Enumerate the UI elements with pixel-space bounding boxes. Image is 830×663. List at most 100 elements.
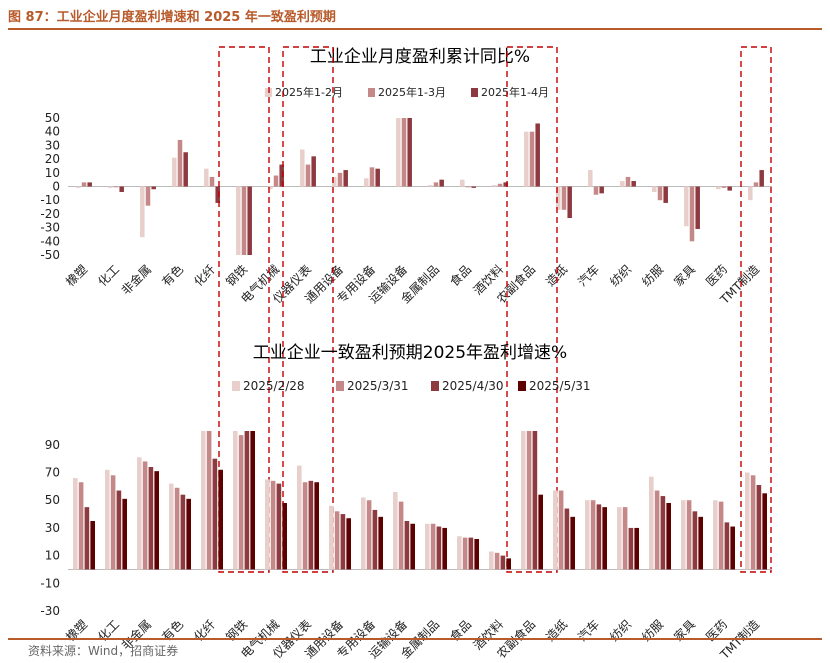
x-tick-label: 医药 bbox=[703, 262, 730, 289]
bar bbox=[340, 514, 346, 570]
bar bbox=[282, 503, 287, 570]
bar bbox=[311, 156, 316, 187]
bar bbox=[396, 118, 401, 187]
bar bbox=[436, 526, 442, 570]
bar bbox=[465, 186, 471, 188]
bar bbox=[410, 523, 415, 570]
bar bbox=[428, 185, 433, 187]
y-tick-label: -50 bbox=[40, 248, 60, 262]
bar bbox=[585, 500, 590, 570]
bar bbox=[276, 483, 282, 570]
y-tick-label: -30 bbox=[40, 221, 60, 235]
legend-swatch bbox=[518, 381, 526, 391]
bar bbox=[270, 480, 276, 570]
bar bbox=[369, 167, 375, 187]
highlight-box bbox=[506, 46, 558, 573]
bar bbox=[372, 509, 378, 570]
bar bbox=[337, 172, 343, 187]
y-tick-label: -20 bbox=[40, 207, 60, 221]
bar bbox=[625, 176, 631, 187]
bar bbox=[425, 523, 430, 570]
bar bbox=[561, 186, 567, 210]
bar bbox=[468, 537, 474, 570]
bar bbox=[494, 552, 500, 570]
bar bbox=[497, 183, 503, 187]
y-tick-label: 50 bbox=[45, 493, 60, 507]
bar bbox=[689, 186, 695, 242]
legend-label: 2025年1-4月 bbox=[481, 85, 549, 99]
bar bbox=[631, 181, 636, 187]
bar bbox=[718, 501, 724, 570]
bar bbox=[346, 518, 351, 570]
bar bbox=[532, 431, 538, 570]
figure-title: 图 87：工业企业月度盈利增速和 2025 年一致盈利预期 bbox=[8, 10, 336, 25]
x-tick-label: 橡塑 bbox=[63, 262, 91, 290]
x-tick-label: 医药 bbox=[703, 617, 730, 644]
legend-swatch bbox=[431, 381, 439, 391]
bar bbox=[617, 507, 622, 570]
bar bbox=[433, 182, 439, 187]
x-tick-label: 钢铁 bbox=[223, 262, 250, 289]
bar bbox=[721, 186, 727, 188]
y-tick-label: -30 bbox=[40, 604, 60, 618]
bar bbox=[401, 118, 407, 187]
bar bbox=[343, 170, 348, 187]
bar bbox=[634, 527, 639, 570]
legend-label: 2025年1-3月 bbox=[378, 85, 446, 99]
x-tick-label: 纺服 bbox=[639, 617, 666, 644]
y-tick-label: -10 bbox=[40, 193, 60, 207]
y-tick-label: 10 bbox=[45, 549, 60, 563]
x-tick-label: 化纤 bbox=[191, 262, 218, 289]
highlight-box bbox=[740, 46, 772, 573]
bar bbox=[177, 139, 183, 187]
bar bbox=[105, 469, 110, 570]
x-tick-label: 化工 bbox=[95, 617, 122, 644]
y-tick-label: 30 bbox=[45, 521, 60, 535]
y-tick-label: -40 bbox=[40, 234, 60, 248]
bar bbox=[84, 507, 90, 570]
bar bbox=[686, 500, 692, 570]
bar bbox=[378, 516, 383, 570]
bar bbox=[404, 521, 410, 570]
chart-consensus-forecast: 工业企业一致盈利预期2025年盈利增速% 2025/2/28 2025/3/31 2… bbox=[40, 343, 772, 662]
bar bbox=[375, 168, 380, 187]
bar bbox=[244, 431, 250, 570]
bar bbox=[529, 131, 535, 187]
y-tick-label: 0 bbox=[52, 180, 60, 194]
bar bbox=[599, 186, 604, 194]
bar bbox=[308, 480, 314, 570]
bar bbox=[724, 522, 730, 570]
x-tick-label: 家具 bbox=[671, 262, 699, 290]
bar bbox=[596, 504, 602, 570]
bar bbox=[212, 458, 218, 570]
highlight-box bbox=[218, 46, 270, 573]
bar bbox=[236, 186, 241, 255]
legend-label: 2025/3/31 bbox=[347, 379, 409, 393]
bar bbox=[570, 516, 575, 570]
legend-swatch bbox=[471, 88, 478, 97]
bar bbox=[186, 498, 191, 570]
bar bbox=[756, 485, 762, 570]
y-tick-label: -10 bbox=[40, 576, 60, 590]
bar bbox=[142, 461, 148, 570]
footer-rule bbox=[8, 638, 822, 640]
bar bbox=[145, 186, 151, 206]
x-tick-label: 钢铁 bbox=[223, 617, 250, 644]
x-tick-label: 化纤 bbox=[191, 617, 218, 644]
bar bbox=[218, 469, 223, 570]
bar bbox=[558, 490, 564, 570]
bar bbox=[90, 521, 95, 570]
source-note: 资料来源：Wind，招商证券 bbox=[28, 644, 179, 658]
x-tick-label: 纺织 bbox=[607, 262, 634, 289]
legend-swatch bbox=[336, 381, 344, 391]
bar bbox=[361, 497, 366, 570]
bar bbox=[521, 431, 526, 570]
bar bbox=[366, 500, 372, 570]
bar bbox=[663, 186, 668, 203]
y-tick-label: 50 bbox=[45, 111, 60, 125]
bar bbox=[628, 527, 634, 570]
bar bbox=[713, 500, 718, 570]
bar bbox=[524, 131, 529, 187]
bar bbox=[314, 482, 319, 570]
bar bbox=[180, 494, 186, 570]
